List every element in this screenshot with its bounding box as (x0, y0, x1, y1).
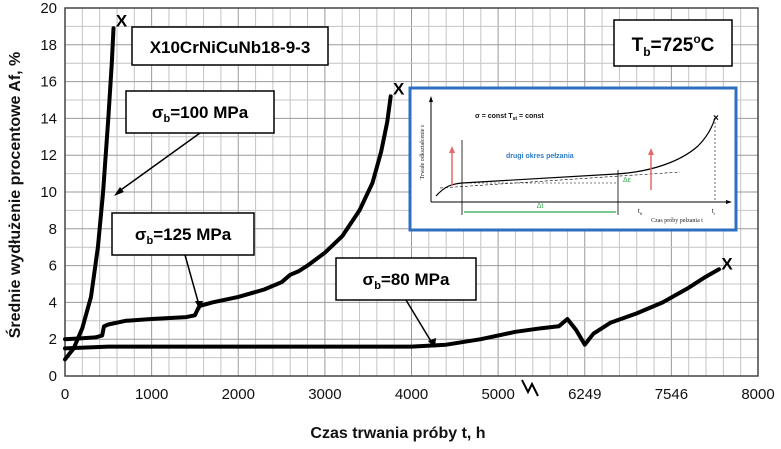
inset-schematic: Trwałe odkształcenie ε σ = const Tst = c… (408, 86, 738, 232)
callout-100mpa: σb=100 MPa (114, 90, 275, 196)
callout-80mpa-leader (405, 299, 433, 344)
inset-marker-left-head (449, 146, 455, 153)
rupture-mark-0: X (116, 12, 128, 31)
temperature-label-box: Tb=725oC (613, 19, 733, 67)
y-tick-label: 8 (49, 221, 57, 238)
x-tick-label: 7546 (655, 386, 688, 403)
y-tick-label: 12 (40, 147, 57, 164)
inset-creep-curve (435, 117, 716, 197)
callout-80mpa: σb=80 MPa (335, 257, 477, 348)
series-line-2 (63, 267, 721, 351)
y-tick-label: 10 (40, 184, 57, 201)
inset-y-label: Trwałe odkształcenie ε (420, 124, 426, 179)
plot-area-frame (64, 7, 759, 377)
x-tick-label: 6249 (568, 386, 601, 403)
x-tick-label: 4000 (395, 386, 428, 403)
y-tick-label: 18 (40, 37, 57, 54)
inset-secondary-trend (439, 171, 681, 189)
x-tick-label: 5000 (481, 386, 514, 403)
y-tick-label: 20 (40, 0, 57, 17)
y-tick-label: 0 (49, 368, 57, 385)
inset-title: σ = const Tst = const (475, 113, 544, 122)
callout-100mpa-leader (117, 132, 201, 193)
x-tick-label: 8000 (741, 386, 774, 403)
inset-delta-eps: Δε (623, 177, 631, 184)
callout-125mpa-frame (111, 212, 255, 256)
callout-80mpa-frame (335, 257, 477, 301)
callout-100mpa-label: σb=100 MPa (152, 103, 249, 125)
inset-stage-label: drugi okres pełzania (506, 153, 574, 160)
y-tick-label: 6 (49, 258, 57, 275)
inset-y-arrow (429, 96, 433, 102)
series-line-1 (63, 94, 393, 342)
temperature-box-frame (613, 19, 733, 67)
y-tick-label: 4 (49, 294, 57, 311)
material-label: X10CrNiCuNb18-9-3 (150, 38, 311, 57)
inset-x-label: Czas próby pełzania t (651, 218, 703, 224)
series-group: X X X (63, 12, 733, 362)
x-axis-title: Czas trwania próby t, h (310, 425, 485, 442)
material-box-frame (131, 26, 329, 66)
temperature-label: Tb=725oC (632, 32, 715, 59)
callout-80mpa-label: σb=80 MPa (363, 270, 450, 292)
material-label-box: X10CrNiCuNb18-9-3 (131, 26, 329, 66)
callout-125mpa-label: σb=125 MPa (135, 225, 232, 247)
x-tick-label: 3000 (308, 386, 341, 403)
x-axis-break-mark (521, 379, 539, 397)
inset-marker-right-head (648, 148, 654, 155)
callout-80mpa-arrowhead (428, 338, 436, 348)
x-tick-label: 0 (61, 386, 69, 403)
series-line-0 (63, 26, 116, 362)
callout-125mpa-leader (184, 254, 200, 306)
y-tick-label: 16 (40, 74, 57, 91)
y-axis-title: Średnie wydłużenie procentowe Af, % (5, 52, 24, 339)
rupture-mark-1: X (393, 80, 405, 99)
y-tick-label: 14 (40, 110, 57, 127)
x-tick-label: 2000 (222, 386, 255, 403)
inset-rupture-mark: × (713, 113, 719, 124)
inset-t-mark: tII (638, 209, 642, 216)
inset-frame (408, 86, 738, 232)
inset-delta-t: Δt (537, 203, 544, 210)
x-tick-label: 1000 (135, 386, 168, 403)
y-tick-label: 2 (49, 331, 57, 348)
callout-125mpa: σb=125 MPa (111, 212, 255, 310)
inset-t-end: tr (712, 209, 716, 216)
inset-x-arrow (726, 200, 732, 204)
callout-125mpa-arrowhead (195, 301, 203, 310)
rupture-mark-2: X (721, 254, 733, 273)
tick-labels: 0 1000 2000 3000 4000 5000 6249 7546 8000 0 2 4 6 8 10… (40, 0, 774, 403)
callout-100mpa-arrowhead (114, 187, 124, 196)
